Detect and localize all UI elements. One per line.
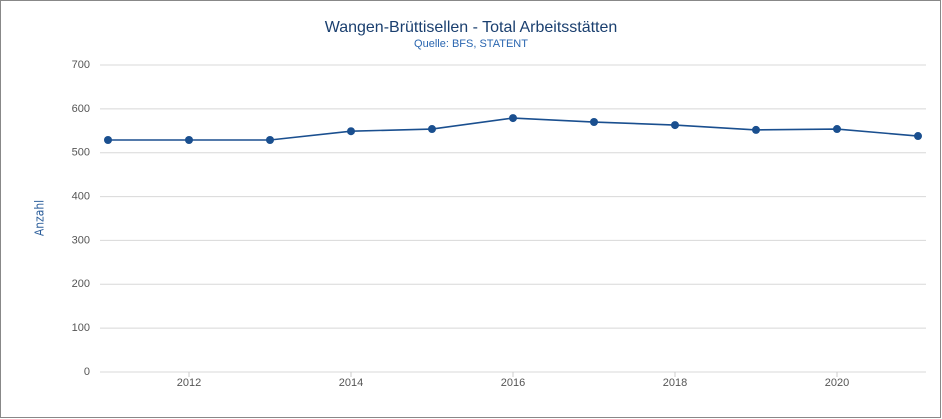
data-point [104, 135, 112, 144]
data-point [590, 118, 598, 127]
y-tick-label: 600 [72, 103, 90, 115]
data-point [833, 125, 841, 134]
y-tick-label: 500 [72, 147, 90, 159]
y-tick-label: 400 [72, 190, 90, 202]
y-tick-label: 100 [72, 322, 90, 334]
chart-subtitle: Quelle: BFS, STATENT [414, 38, 528, 50]
data-point [185, 135, 193, 144]
x-tick-label: 2018 [663, 377, 687, 389]
y-tick-label: 700 [72, 59, 90, 71]
data-point [428, 125, 436, 134]
data-point [671, 121, 679, 130]
data-point [347, 127, 355, 136]
x-tick-label: 2014 [339, 377, 363, 389]
y-tick-label: 300 [72, 234, 90, 246]
x-tick-label: 2020 [825, 377, 849, 389]
y-tick-label: 0 [84, 366, 90, 378]
data-point [914, 132, 922, 141]
x-tick-label: 2012 [177, 377, 201, 389]
x-tick-label: 2016 [501, 377, 525, 389]
data-point [752, 125, 760, 134]
y-axis-label: Anzahl [33, 200, 47, 236]
data-point [509, 114, 517, 123]
data-point [266, 135, 274, 144]
chart-title: Wangen-Brüttisellen - Total Arbeitsstätt… [325, 19, 618, 36]
y-tick-label: 200 [72, 278, 90, 290]
